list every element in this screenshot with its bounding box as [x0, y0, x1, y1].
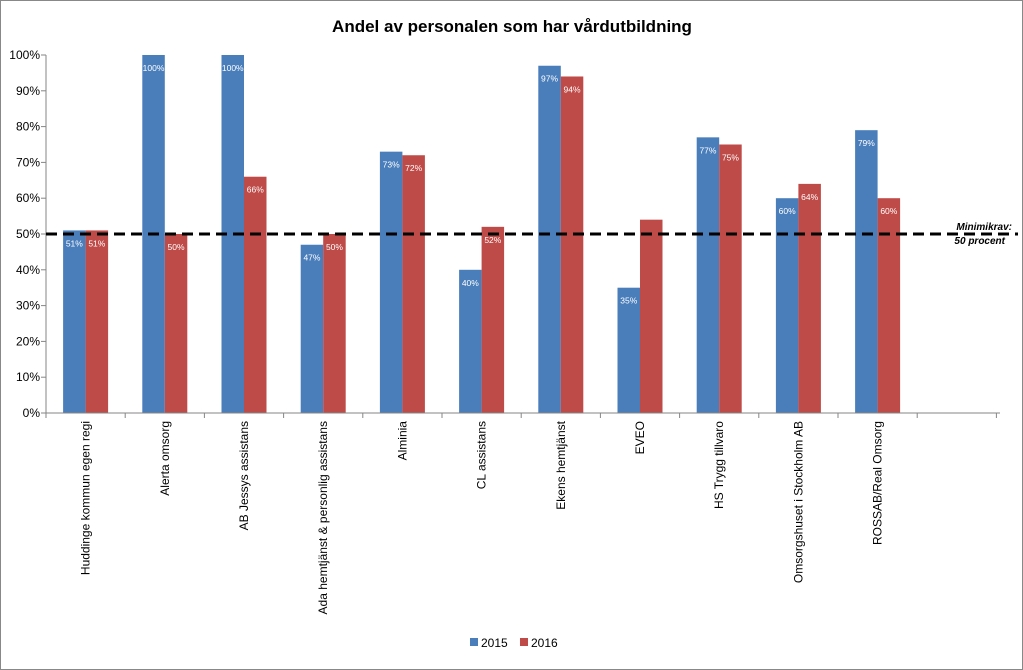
bar-2015-4 — [300, 244, 324, 413]
y-axis: 0% 10% 20% 30% 40% 50% 60% 70% 80% 90% 100% — [9, 48, 47, 420]
y-tick-label: 0% — [23, 406, 41, 420]
legend: 2015 2016 — [470, 636, 558, 650]
reference-line-group: Minimikrav: 50 procent — [46, 222, 1018, 247]
reference-label-line2: 50 procent — [954, 236, 1005, 247]
data-label: 97% — [541, 74, 558, 84]
data-label: 60% — [880, 206, 897, 216]
bar-2015-6 — [459, 269, 482, 413]
bar-2015-3 — [221, 55, 244, 413]
category-label: CL assistans — [475, 421, 489, 489]
bar-2016-5 — [402, 155, 425, 414]
category-label: Huddinge kommun egen regi — [79, 421, 93, 575]
bar-2016-3 — [244, 176, 267, 413]
category-label: Omsorgshuset i Stockholm AB — [791, 421, 805, 583]
bar-2015-10 — [775, 198, 799, 413]
category-label: Ekens hemtjänst — [554, 420, 568, 509]
y-tick-label: 40% — [16, 263, 40, 277]
data-label: 73% — [383, 160, 400, 170]
data-label: 100% — [143, 63, 165, 73]
y-tick-label: 60% — [16, 191, 40, 205]
y-tick-label: 30% — [16, 299, 40, 313]
category-labels: Huddinge kommun egen regi Alerta omsorg AB… — [45, 412, 1000, 614]
data-label: 51% — [66, 238, 83, 248]
chart-title: Andel av personalen som har vårdutbildni… — [332, 17, 692, 36]
bar-2016-8 — [640, 219, 663, 413]
data-label: 100% — [222, 63, 244, 73]
bar-2016-4 — [323, 234, 346, 413]
bar-2015-7 — [538, 65, 561, 414]
bar-2016-10 — [798, 183, 821, 413]
bar-2016-2 — [164, 234, 188, 413]
y-tick-label: 80% — [16, 120, 40, 134]
category-label: HS Trygg tillvaro — [712, 421, 726, 509]
data-label: 66% — [247, 185, 264, 195]
y-tick-label: 50% — [16, 227, 40, 241]
y-tick-label: 10% — [16, 370, 40, 384]
data-label: 94% — [564, 84, 581, 94]
legend-swatch-2016 — [520, 638, 528, 646]
category-label: AB Jessys assistans — [237, 421, 251, 530]
data-label: 35% — [620, 296, 637, 306]
data-label: 77% — [699, 145, 716, 155]
data-label: 50% — [326, 242, 343, 252]
reference-label-line1: Minimikrav: — [956, 222, 1012, 233]
legend-swatch-2015 — [470, 638, 478, 646]
data-label: 40% — [462, 278, 479, 288]
bar-2016-7 — [560, 76, 584, 413]
y-tick-label: 100% — [9, 48, 40, 62]
data-label: 47% — [303, 253, 320, 263]
bar-2016-6 — [481, 226, 505, 413]
data-label: 60% — [779, 206, 796, 216]
data-label: 75% — [722, 153, 739, 163]
category-label: EVEO — [633, 421, 647, 454]
y-tick-label: 20% — [16, 334, 40, 348]
category-label: Alminia — [395, 421, 409, 461]
legend-label-2016: 2016 — [531, 636, 558, 650]
bar-2015-9 — [696, 137, 720, 413]
bar-2016-1 — [85, 230, 109, 413]
data-label: 52% — [484, 235, 501, 245]
bar-2016-11 — [877, 198, 901, 413]
bar-2016-9 — [719, 144, 742, 413]
bar-2015-5 — [379, 151, 403, 413]
data-label: 50% — [168, 242, 185, 252]
legend-label-2015: 2015 — [481, 636, 508, 650]
bar-2015-11 — [855, 130, 878, 413]
data-label: 64% — [801, 192, 818, 202]
data-label: 51% — [88, 238, 105, 248]
category-label: ROSSAB/Real Omsorg — [871, 421, 885, 545]
bar-2015-8 — [617, 287, 640, 413]
y-tick-label: 70% — [16, 155, 40, 169]
data-label: 72% — [405, 163, 422, 173]
y-tick-label: 90% — [16, 84, 40, 98]
bar-2015-1 — [63, 230, 86, 413]
category-label: Ada hemtjänst & personlig assistans — [316, 421, 330, 614]
data-label: 79% — [858, 138, 875, 148]
category-label: Alerta omsorg — [158, 421, 172, 496]
